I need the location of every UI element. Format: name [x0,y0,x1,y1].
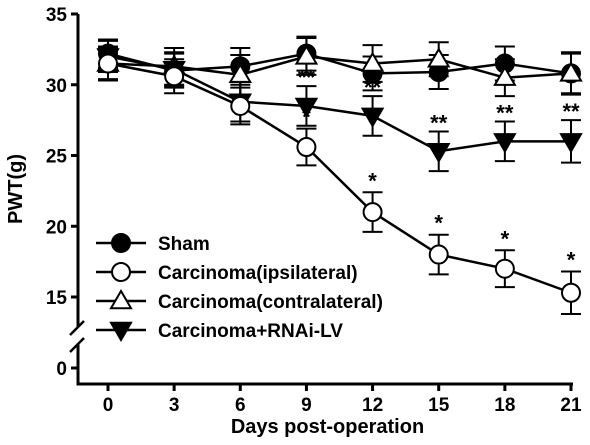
marker-filled-down-triangle [493,133,517,154]
series-line [107,52,572,75]
significance-label: ** [364,75,382,100]
marker-open-circle [561,282,581,303]
marker-filled-down-triangle [109,321,133,342]
marker-open-triangle [559,61,583,82]
x-tick-label: 21 [560,395,582,416]
series-line [107,55,572,79]
legend-item: Sham [96,233,210,255]
x-axis: 0 3 6 9 12 15 18 21 [76,382,582,416]
significance-label: ** [496,101,514,126]
legend-label: Sham [158,234,210,255]
y-axis-break-mark [69,320,85,336]
marker-open-triangle [109,289,133,310]
y-tick-label: 35 [46,5,68,26]
legend-label: Carcinoma+RNAi-LV [158,321,343,342]
annotations: ** **** ** ******* [298,65,580,272]
marker-open-triangle [360,51,385,72]
x-tick-label: 0 [103,395,114,416]
significance-label: * [567,248,576,273]
legend-item: Carcinoma(contralateral) [96,289,383,313]
legend-label: Carcinoma(contralateral) [158,292,383,313]
marker-open-triangle [426,47,451,68]
x-tick-label: 9 [301,395,312,416]
series-line [107,55,571,153]
y-axis-title: PWT(g) [5,154,27,224]
significance-label: ** [562,99,580,124]
marker-filled-down-triangle [559,133,583,154]
marker-open-triangle [294,44,319,65]
marker-open-triangle [493,65,517,86]
x-tick-label: 12 [362,395,383,416]
significance-label: * [501,226,510,251]
marker-open-circle [111,262,131,282]
series-open-circle [98,45,581,315]
marker-open-circle [428,244,449,265]
x-tick-label: 18 [494,395,515,416]
marker-open-circle [296,137,317,158]
legend-label: Carcinoma(ipsilateral) [158,263,358,284]
x-tick-label: 3 [169,395,180,416]
legend-item: Carcinoma+RNAi-LV [96,321,343,342]
significance-label: * [302,105,311,130]
x-tick-label: 6 [235,395,246,416]
y-tick-label: 0 [56,359,67,380]
y-tick-label: 30 [46,76,67,97]
legend: Sham Carcinoma(ipsilateral) Carcinoma(cont… [96,233,383,342]
marker-open-circle [230,95,251,116]
series-layer [96,35,583,315]
legend-item: Carcinoma(ipsilateral) [96,262,358,284]
y-tick-label: 20 [46,217,67,238]
y-axis: 0 15 20 25 30 35 [46,5,85,384]
significance-label: * [434,211,443,236]
y-axis-break-mark [69,337,85,353]
significance-label: ** [298,65,316,90]
marker-filled-down-triangle [360,107,385,128]
marker-open-circle [362,202,383,223]
marker-filled-down-triangle [294,97,319,118]
marker-filled-circle [111,233,131,253]
marker-filled-down-triangle [426,143,451,164]
marker-open-circle [494,258,515,279]
significance-label: ** [430,110,448,135]
y-tick-label: 25 [46,147,68,168]
series-line [107,62,572,294]
marker-open-circle [164,66,185,87]
x-axis-title: Days post-operation [231,416,424,438]
significance-label: * [368,168,377,193]
y-tick-label: 15 [46,288,68,309]
x-tick-label: 15 [428,395,450,416]
marker-open-circle [98,53,118,74]
